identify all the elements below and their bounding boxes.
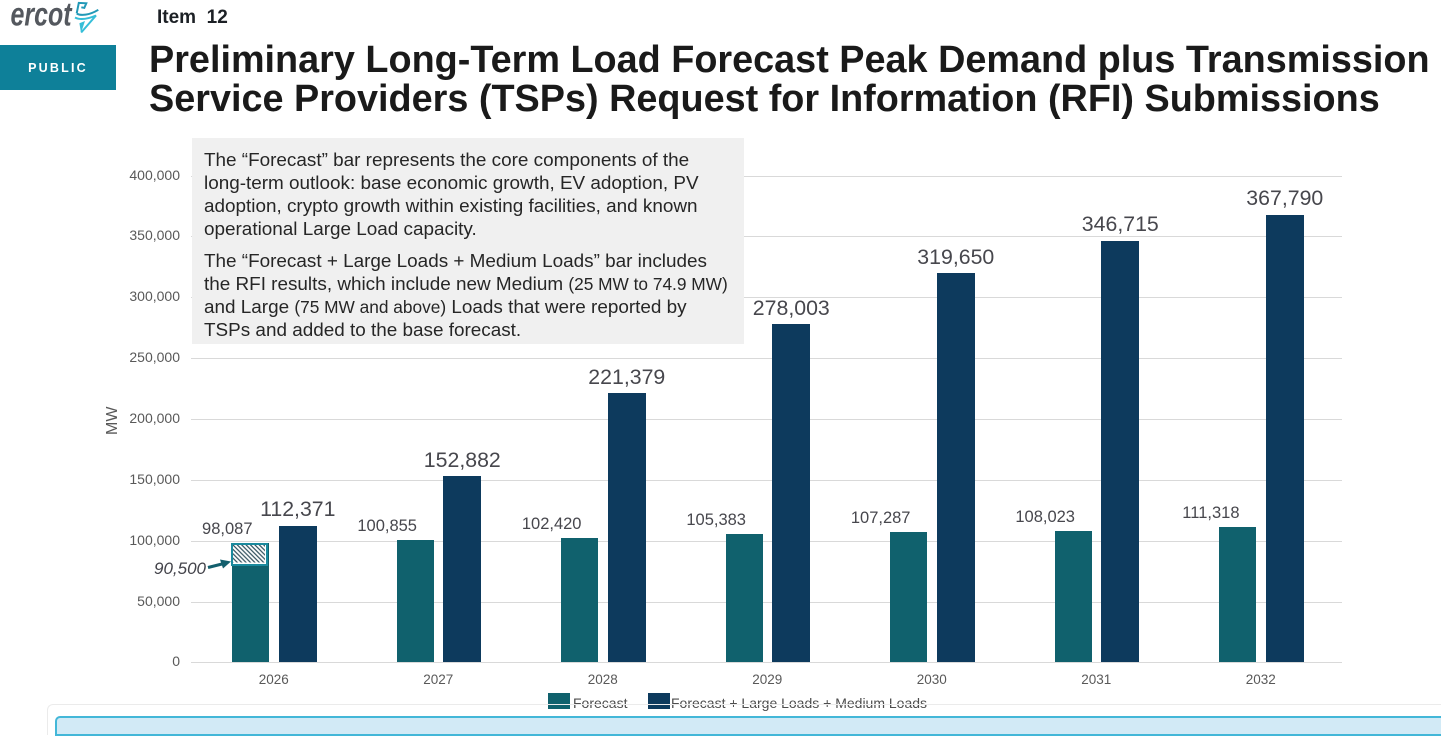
svg-text:ercot: ercot bbox=[11, 0, 74, 33]
